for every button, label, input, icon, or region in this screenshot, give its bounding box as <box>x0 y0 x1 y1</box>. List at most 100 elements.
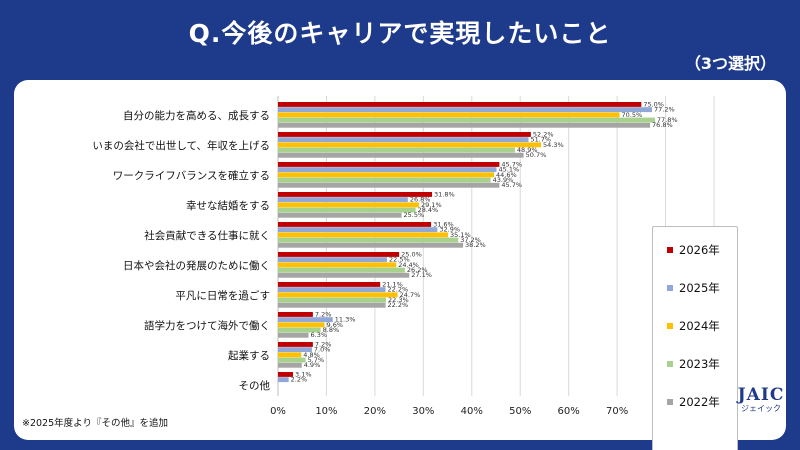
legend-item: 2026年 <box>653 235 737 265</box>
legend-item: 2025年 <box>653 273 737 303</box>
data-label: 22.3% <box>388 296 409 304</box>
x-tick-label: 60% <box>558 406 580 417</box>
bar <box>278 102 642 107</box>
bar <box>278 197 408 203</box>
data-label: 24.7% <box>400 291 421 299</box>
data-label: 4.8% <box>303 351 320 359</box>
page-title: Q.今後のキャリアで実現したいこと <box>188 19 612 48</box>
category-label: 起業する <box>228 349 270 362</box>
bar <box>278 317 333 323</box>
data-label: 48.9% <box>517 146 538 154</box>
bar <box>278 352 302 358</box>
bar <box>278 137 529 143</box>
data-label: 52.2% <box>533 130 554 138</box>
chart-panel: 0%10%20%30%40%50%60%70%80%90%自分の能力を高める、成… <box>14 80 786 450</box>
bar <box>278 192 433 197</box>
data-label: 22.5% <box>389 256 410 264</box>
bar <box>278 122 651 128</box>
legend-swatch <box>667 285 673 291</box>
data-label: 6.3% <box>311 331 328 339</box>
legend-item: 2024年 <box>653 311 737 341</box>
category-label: いまの会社で出世して、年収を上げる <box>92 139 270 152</box>
company-logo: JAIC ジェイック <box>736 385 786 414</box>
bar <box>278 147 515 153</box>
header-banner: Q.今後のキャリアで実現したいこと （3つ選択） <box>0 0 800 78</box>
x-tick-label: 50% <box>509 406 531 417</box>
legend-label: 2026年 <box>679 243 720 257</box>
bar <box>278 287 386 293</box>
data-label: 76.8% <box>652 121 673 129</box>
category-label: 幸せな結婚をする <box>186 199 270 212</box>
data-label: 45.7% <box>501 181 522 189</box>
bar <box>278 132 531 137</box>
bar <box>278 162 500 167</box>
data-label: 35.1% <box>450 231 471 239</box>
category-label: ワークライフバランスを確立する <box>113 169 270 182</box>
legend-label: 2023年 <box>679 357 720 371</box>
legend-item: 2023年 <box>653 349 737 379</box>
footnote: ※2025年度より『その他』を追加 <box>22 418 168 429</box>
bar <box>278 327 321 333</box>
x-tick-label: 30% <box>412 406 434 417</box>
bar <box>278 222 432 227</box>
bar <box>278 202 419 208</box>
data-label: 25.0% <box>401 250 422 258</box>
logo-subtext: ジェイック <box>741 404 781 413</box>
bar <box>278 262 397 268</box>
bar <box>278 142 542 148</box>
data-label: 31.6% <box>433 220 454 228</box>
legend-label: 2024年 <box>679 319 720 333</box>
bar <box>278 347 312 353</box>
bar <box>278 332 309 338</box>
page-subtitle: （3つ選択） <box>684 54 776 73</box>
bar <box>278 357 306 363</box>
data-label: 32.9% <box>439 226 460 234</box>
data-label: 22.2% <box>388 286 409 294</box>
data-label: 77.8% <box>657 116 678 124</box>
data-label: 7.0% <box>314 346 331 354</box>
bar <box>278 167 497 173</box>
data-label: 45.1% <box>498 166 519 174</box>
category-label: 自分の能力を高める、成長する <box>123 109 270 122</box>
legend-label: 2022年 <box>679 395 720 409</box>
data-label: 45.7% <box>501 160 522 168</box>
data-label: 11.3% <box>335 316 356 324</box>
bar <box>278 152 524 158</box>
bar <box>278 242 464 248</box>
x-tick-label: 20% <box>364 406 386 417</box>
data-label: 70.5% <box>622 111 643 119</box>
bar <box>278 112 620 118</box>
legend-swatch <box>667 247 673 253</box>
data-label: 7.2% <box>315 310 332 318</box>
bar <box>278 312 313 317</box>
data-label: 3.1% <box>295 370 312 378</box>
bar <box>278 237 459 243</box>
bar <box>278 377 289 383</box>
bar <box>278 362 302 368</box>
data-label: 29.1% <box>421 201 442 209</box>
bar <box>278 322 325 328</box>
data-label: 7.2% <box>315 340 332 348</box>
data-label: 31.8% <box>434 190 455 198</box>
chart-legend: 2026年 2025年 2024年 2023年 2022年 <box>652 226 738 450</box>
bar <box>278 342 313 347</box>
data-label: 50.7% <box>526 151 547 159</box>
data-label: 4.9% <box>304 361 321 369</box>
bar <box>278 172 495 178</box>
bar <box>278 302 386 308</box>
bar <box>278 212 402 218</box>
x-tick-label: 70% <box>606 406 628 417</box>
bar <box>278 372 294 377</box>
legend-swatch <box>667 323 673 329</box>
legend-swatch <box>667 361 673 367</box>
data-label: 2.2% <box>291 376 308 384</box>
data-label: 9.6% <box>327 321 344 329</box>
legend-label: 2025年 <box>679 281 720 295</box>
bar <box>278 182 500 188</box>
x-tick-label: 0% <box>270 406 286 417</box>
data-label: 77.2% <box>654 106 675 114</box>
data-label: 54.3% <box>543 141 564 149</box>
data-label: 24.4% <box>398 261 419 269</box>
data-label: 8.8% <box>323 326 340 334</box>
data-label: 75.0% <box>643 100 664 108</box>
